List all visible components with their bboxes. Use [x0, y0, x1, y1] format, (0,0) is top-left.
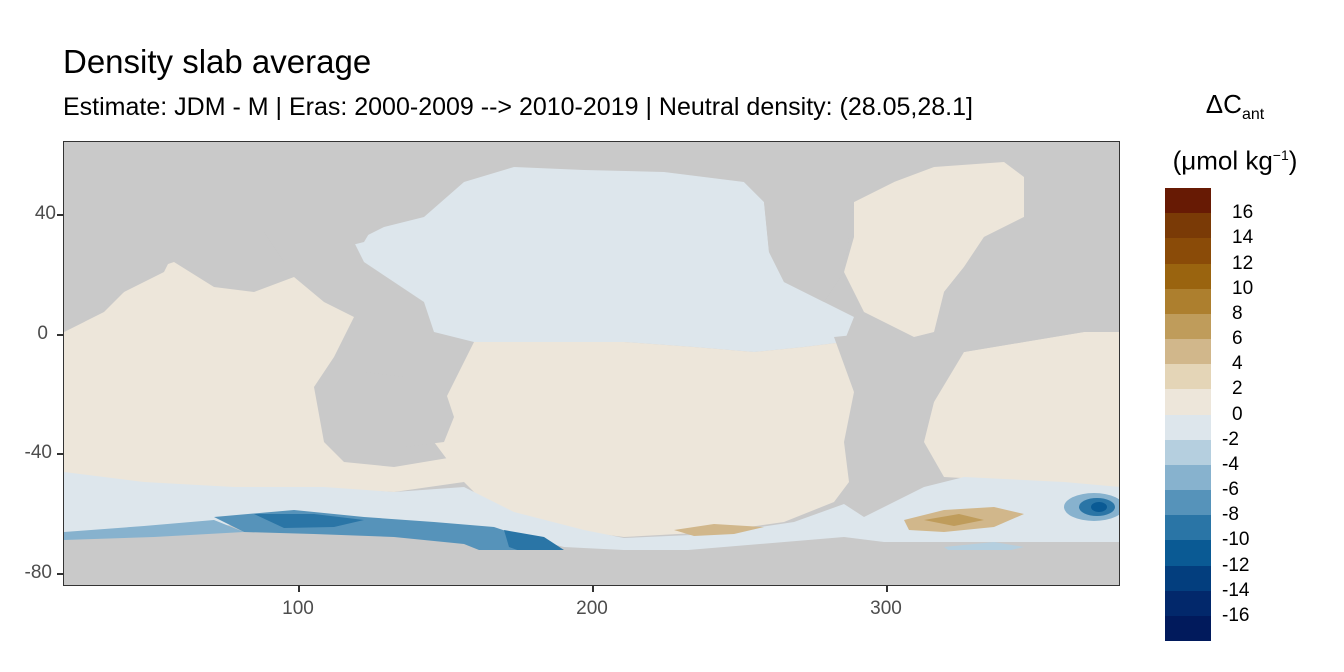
legend-variable: ΔCant: [1150, 84, 1320, 135]
y-tick-mark: [57, 573, 63, 575]
legend-label: 10: [1232, 277, 1254, 299]
legend-variable-main: ΔC: [1205, 89, 1242, 119]
legend-label: -6: [1222, 479, 1239, 500]
south-atlantic-patch-inner: [924, 514, 984, 526]
ross-sea-core: [254, 514, 364, 528]
ross-sea-core-2: [504, 530, 564, 556]
legend-colorbar: [1165, 188, 1211, 642]
antarctic-margin-light: [64, 520, 244, 540]
plot-title: Density slab average: [63, 43, 372, 80]
legend-title: ΔCant (μmol kg−1): [1150, 84, 1320, 181]
legend-label: -12: [1222, 554, 1250, 576]
x-tick-label: 200: [576, 598, 608, 619]
north-america-land: [704, 142, 924, 302]
legend-swatch: [1165, 615, 1211, 642]
legend-swatch: [1165, 389, 1211, 415]
legend-label: 12: [1232, 252, 1254, 274]
legend-swatch: [1165, 565, 1211, 592]
legend-swatch: [1165, 339, 1211, 365]
legend-label: 8: [1232, 302, 1243, 324]
legend-label: -16: [1222, 604, 1250, 626]
y-tick-label: 40: [34, 203, 56, 224]
legend-unit-prefix: (μmol kg: [1172, 145, 1273, 176]
x-tick-label: 300: [870, 598, 902, 619]
south-america-land: [834, 332, 944, 482]
legend-units: (μmol kg−1): [1150, 135, 1320, 181]
legend-label: -8: [1222, 504, 1239, 526]
australia-land: [334, 372, 454, 447]
legend-swatch: [1165, 515, 1211, 541]
indian-ocean-region: [64, 262, 464, 497]
legend-label: -2: [1222, 428, 1239, 450]
pacific-north-region: [354, 167, 854, 352]
land-layer: [64, 142, 1119, 482]
y-tick-label: 0: [37, 323, 48, 344]
x-tick-label: 100: [282, 598, 314, 619]
weddell-gyre-core: [1091, 502, 1107, 512]
south-atlantic-region: [924, 332, 1119, 492]
legend-unit-suffix: ): [1288, 145, 1298, 176]
map-panel: [63, 141, 1120, 586]
y-tick-mark: [57, 334, 63, 336]
legend-label: 0: [1232, 403, 1243, 425]
x-tick-mark: [886, 586, 888, 592]
legend-label: 4: [1232, 353, 1243, 375]
legend-swatch: [1165, 238, 1211, 264]
y-tick-label: -80: [24, 562, 52, 583]
legend-label: 6: [1232, 328, 1243, 349]
x-tick-mark: [592, 586, 594, 592]
pacific-south-region: [434, 342, 854, 537]
asia-land: [234, 142, 424, 262]
x-tick-mark: [298, 586, 300, 592]
legend-label: 16: [1232, 202, 1254, 224]
legend-swatch: [1165, 313, 1211, 340]
legend-swatch: [1165, 364, 1211, 390]
ocean-layer: [64, 162, 1119, 585]
europe-land: [944, 142, 1119, 352]
legend-swatch: [1165, 288, 1211, 315]
legend-swatch: [1165, 414, 1211, 441]
southern-ocean-region: [64, 472, 1119, 552]
legend-label: -4: [1222, 453, 1239, 475]
africa-land: [64, 202, 184, 332]
y-tick-mark: [57, 214, 63, 216]
legend-swatch: [1165, 590, 1211, 617]
north-atlantic-region: [844, 162, 1024, 337]
y-tick-mark: [57, 453, 63, 455]
legend-label: -10: [1222, 529, 1250, 551]
legend-label: 14: [1232, 227, 1254, 249]
legend-swatch: [1165, 439, 1211, 466]
legend-swatch: [1165, 464, 1211, 491]
legend-swatch: [1165, 540, 1211, 566]
legend-variable-sub: ant: [1241, 106, 1265, 124]
plot-subtitle: Estimate: JDM - M | Eras: 2000-2009 --> …: [63, 93, 973, 121]
legend-unit-sup: −1: [1272, 147, 1289, 164]
y-tick-label: -40: [24, 442, 52, 463]
legend-label: -14: [1222, 579, 1250, 601]
legend-swatch: [1165, 263, 1211, 290]
south-pacific-patch: [674, 524, 764, 536]
legend-swatch: [1165, 188, 1211, 214]
antarctica-land: [64, 550, 1119, 585]
legend-swatch: [1165, 490, 1211, 516]
legend-label: 2: [1232, 378, 1243, 400]
legend-swatch: [1165, 213, 1211, 239]
ocean-map: [64, 142, 1119, 585]
